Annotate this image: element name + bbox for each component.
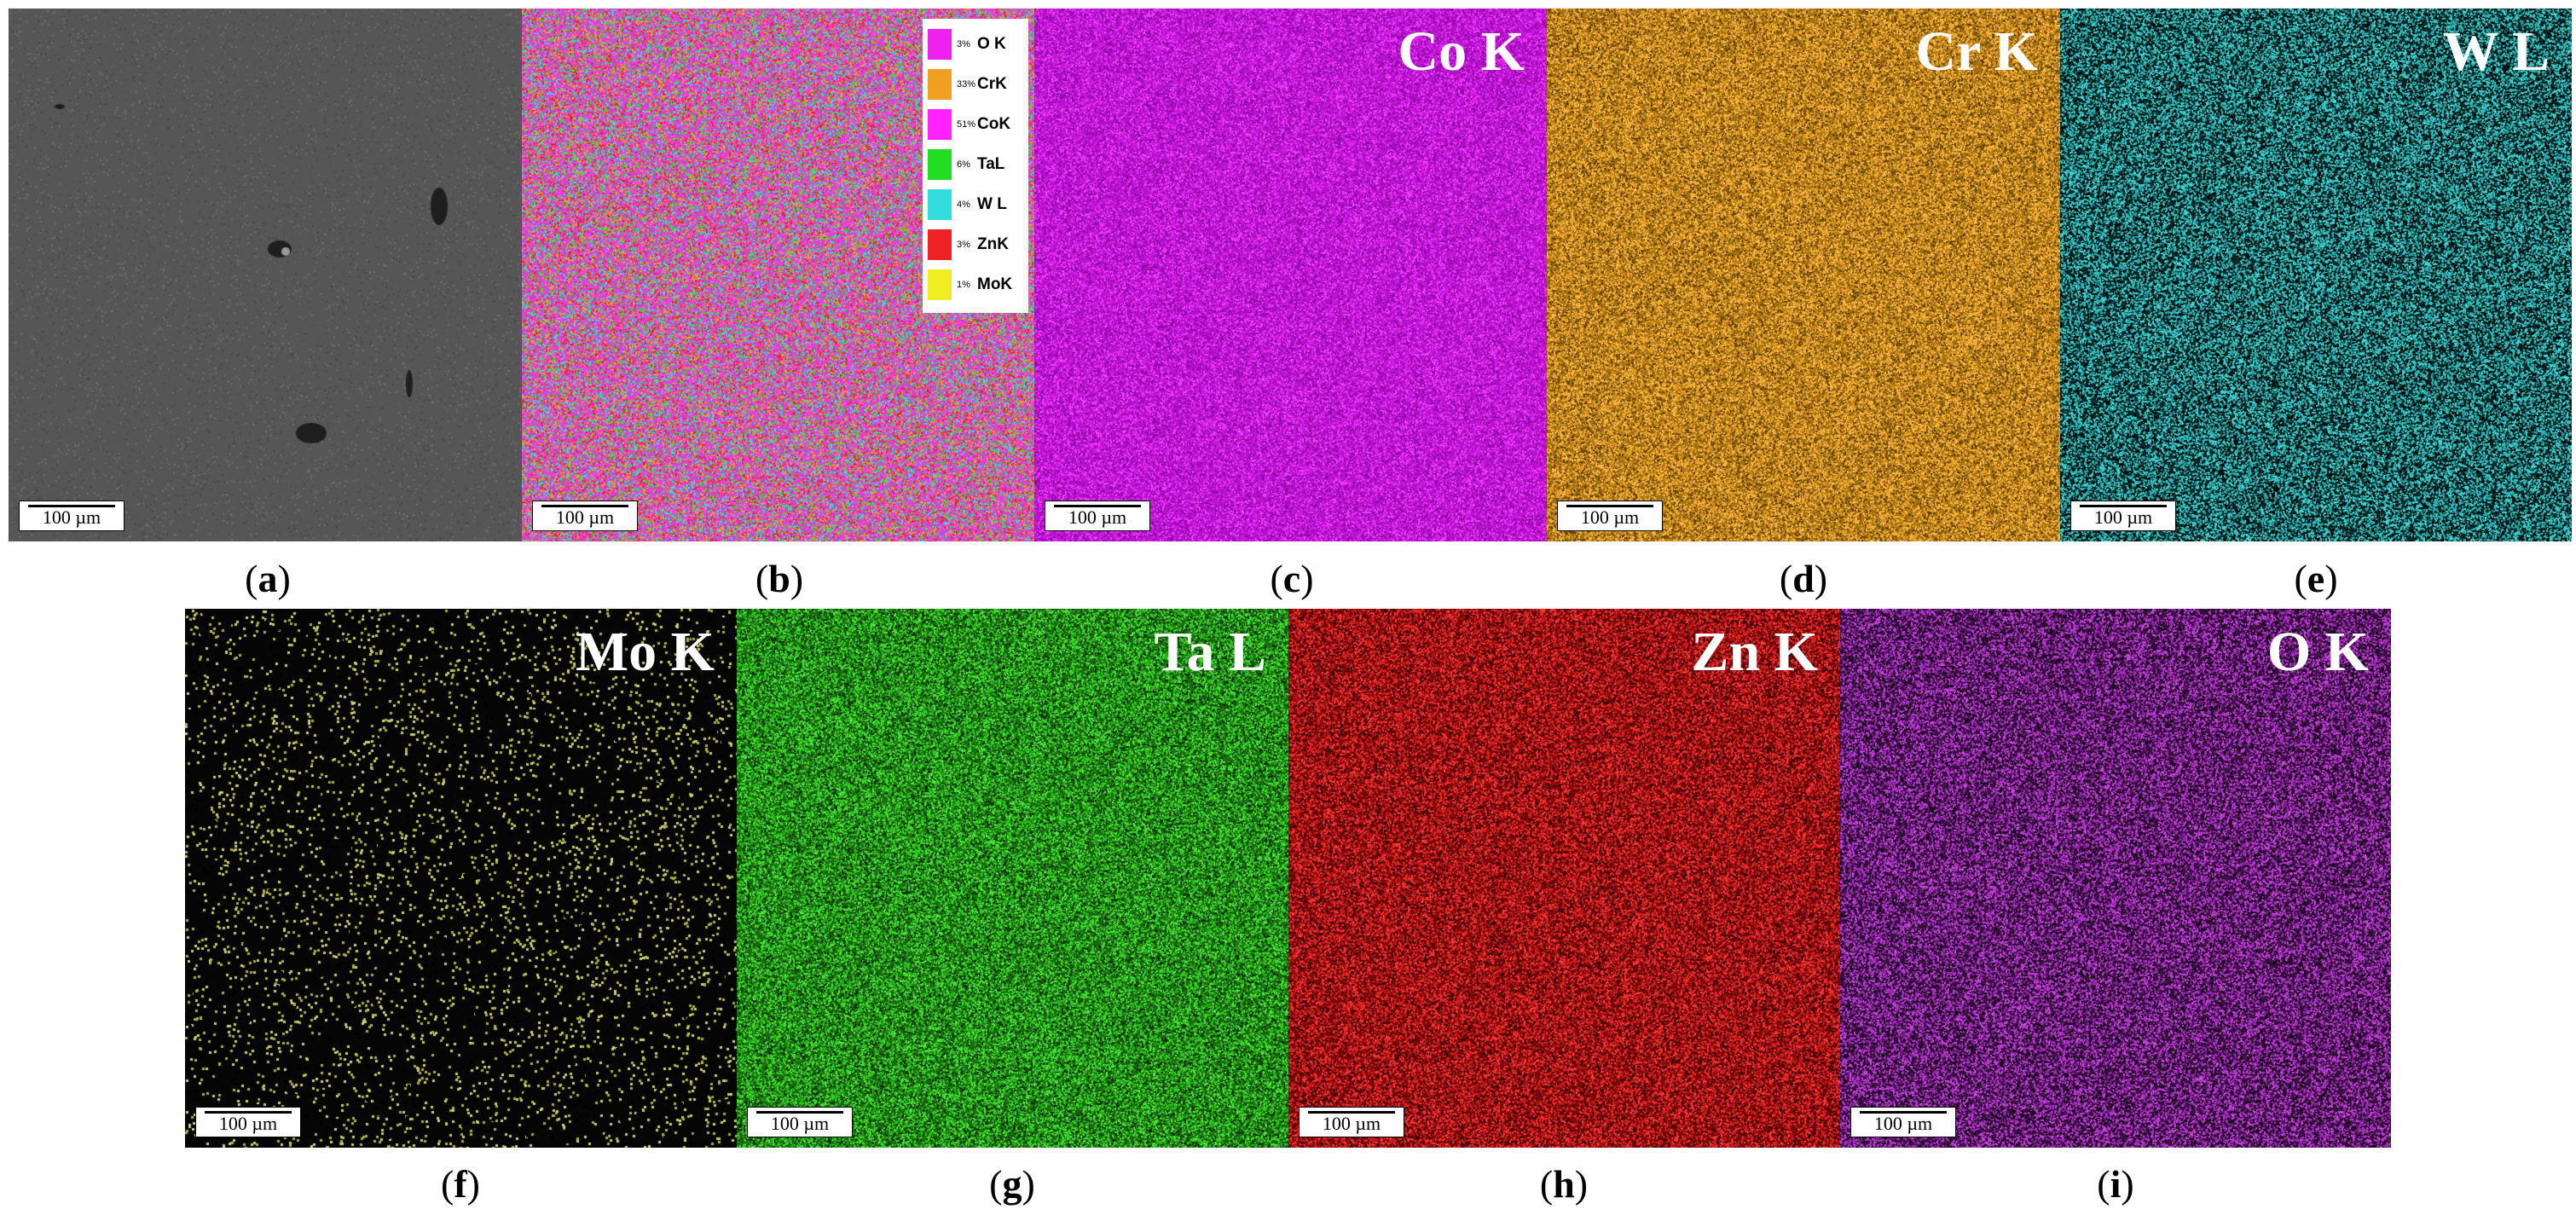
legend-row: 1% MoK bbox=[928, 264, 1023, 304]
element-label: Ta L bbox=[1154, 621, 1266, 683]
scale-bar: 100 µm bbox=[747, 1107, 853, 1137]
legend-swatch bbox=[928, 269, 952, 300]
legend-row: 3% O K bbox=[928, 24, 1023, 64]
panel-f-mo-map: Mo K 100 µm bbox=[185, 609, 737, 1148]
caption-e: (e) bbox=[2294, 557, 2338, 600]
scale-bar: 100 µm bbox=[2070, 501, 2176, 531]
panel-g-texture bbox=[737, 609, 1288, 1148]
panel-b-composite-map: 3% O K 33% CrK 51% CoK 6% TaL 4% W L 3% ZnK 1%… bbox=[522, 9, 1034, 541]
panel-e-texture bbox=[2060, 9, 2572, 541]
legend-swatch bbox=[928, 148, 952, 180]
element-label: W L bbox=[2442, 20, 2550, 83]
caption-a: (a) bbox=[245, 557, 291, 600]
caption-b: (b) bbox=[755, 557, 804, 600]
scale-bar: 100 µm bbox=[1299, 1107, 1404, 1137]
legend-swatch bbox=[928, 108, 952, 140]
element-label: Cr K bbox=[1915, 20, 2038, 83]
scale-bar: 100 µm bbox=[532, 501, 638, 531]
scale-bar: 100 µm bbox=[1045, 501, 1150, 531]
panel-h-zn-map: Zn K 100 µm bbox=[1288, 609, 1840, 1148]
legend-row: 51% CoK bbox=[928, 104, 1023, 144]
legend-swatch bbox=[928, 188, 952, 220]
legend-swatch bbox=[928, 28, 952, 60]
caption-g: (g) bbox=[989, 1162, 1035, 1206]
panel-g-ta-map: Ta L 100 µm bbox=[737, 609, 1288, 1148]
panel-e-w-map: W L 100 µm bbox=[2060, 9, 2572, 541]
panel-h-texture bbox=[1288, 609, 1840, 1148]
panel-d-cr-map: Cr K 100 µm bbox=[1547, 9, 2060, 541]
panel-c-texture bbox=[1034, 9, 1547, 541]
caption-d: (d) bbox=[1779, 557, 1828, 600]
legend-row: 6% TaL bbox=[928, 144, 1023, 184]
element-label: Co K bbox=[1398, 20, 1525, 83]
caption-i: (i) bbox=[2097, 1162, 2134, 1206]
scale-bar: 100 µm bbox=[19, 501, 124, 531]
scale-bar: 100 µm bbox=[1850, 1107, 1956, 1137]
legend-swatch bbox=[928, 229, 952, 260]
element-legend: 3% O K 33% CrK 51% CoK 6% TaL 4% W L 3% ZnK 1%… bbox=[923, 19, 1028, 313]
caption-c: (c) bbox=[1270, 557, 1314, 600]
caption-f: (f) bbox=[441, 1162, 480, 1206]
element-label: Mo K bbox=[575, 621, 715, 683]
panel-c-co-map: Co K 100 µm bbox=[1034, 9, 1547, 541]
panel-d-texture bbox=[1547, 9, 2060, 541]
panel-i-texture bbox=[1840, 609, 2391, 1148]
panel-a-texture bbox=[9, 9, 522, 541]
caption-h: (h) bbox=[1539, 1162, 1589, 1206]
scale-bar: 100 µm bbox=[1557, 501, 1663, 531]
panel-a-sem-image: 100 µm bbox=[9, 9, 522, 541]
scale-bar: 100 µm bbox=[195, 1107, 301, 1137]
legend-row: 4% W L bbox=[928, 184, 1023, 224]
panel-i-o-map: O K 100 µm bbox=[1840, 609, 2391, 1148]
legend-swatch bbox=[928, 68, 952, 100]
panel-f-texture bbox=[185, 609, 737, 1148]
element-label: Zn K bbox=[1691, 621, 1818, 683]
element-label: O K bbox=[2266, 621, 2369, 683]
legend-row: 3% ZnK bbox=[928, 224, 1023, 264]
legend-row: 33% CrK bbox=[928, 64, 1023, 104]
